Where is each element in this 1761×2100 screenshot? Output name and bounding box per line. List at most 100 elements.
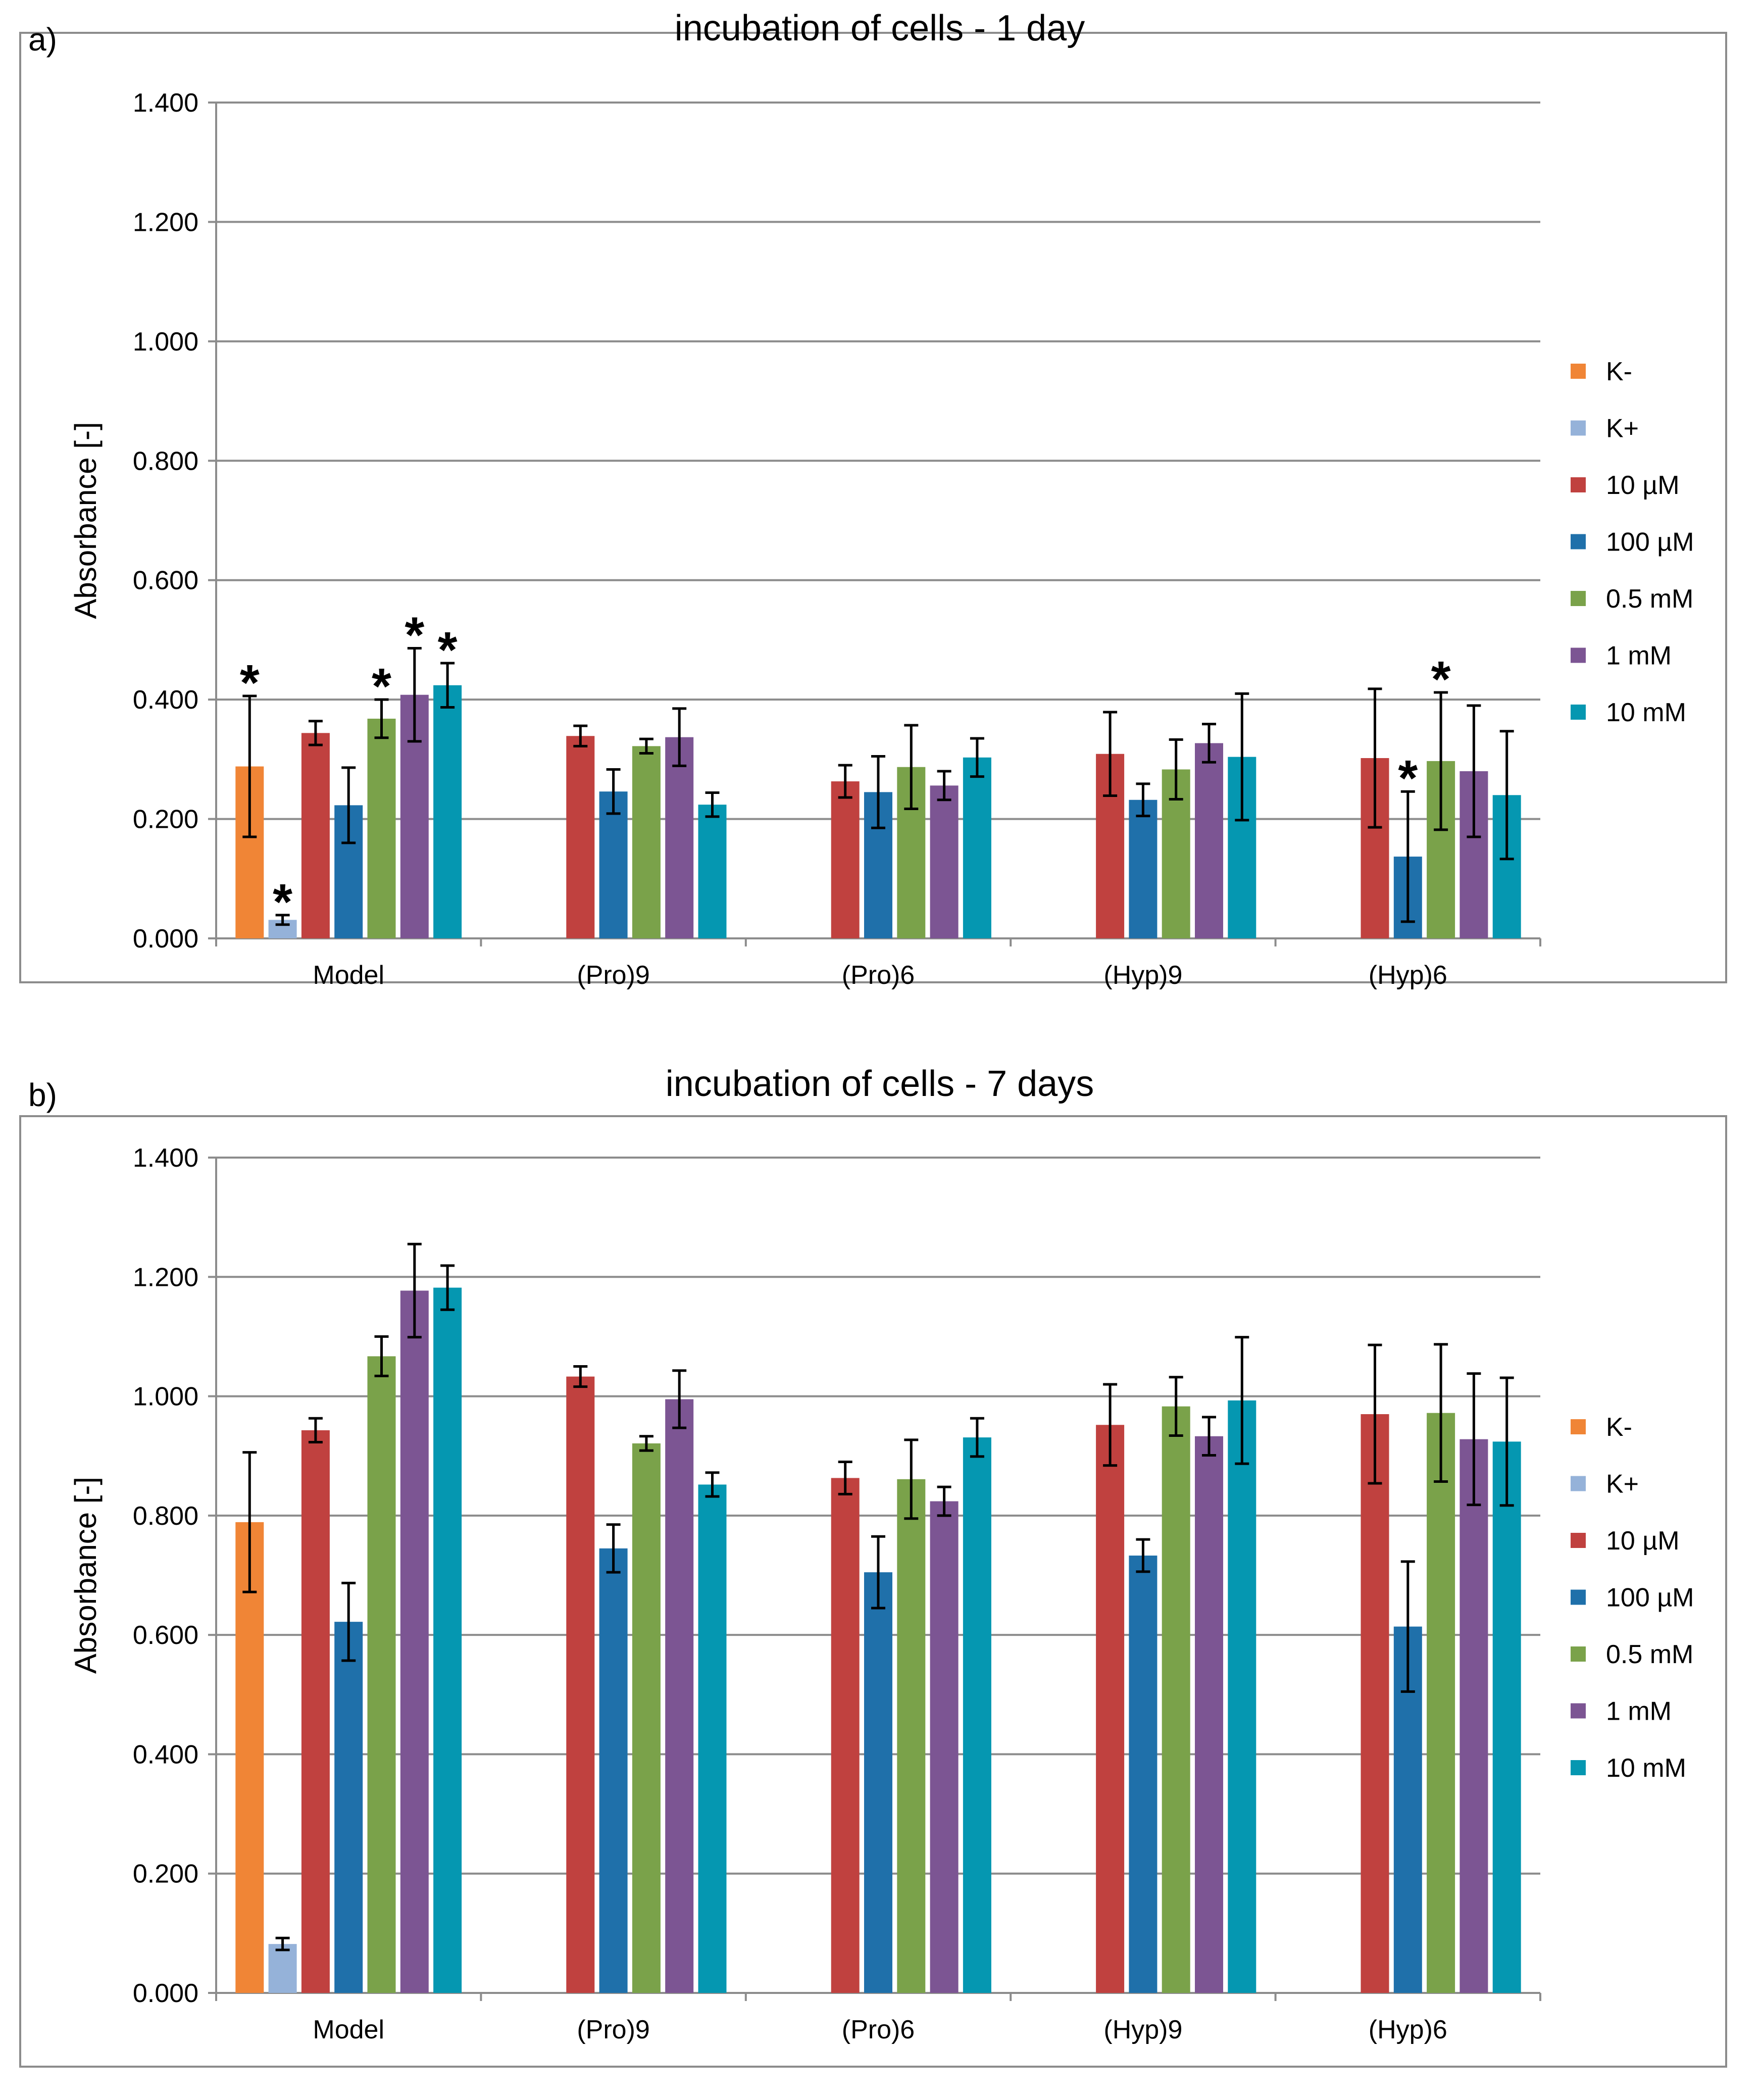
x-tick-label: (Pro)9	[577, 961, 649, 990]
bar-4	[864, 1572, 892, 1993]
bar-7	[698, 1484, 727, 1993]
bar-6	[1460, 1439, 1488, 1993]
bar-7	[1492, 1441, 1521, 1993]
x-tick-label: Model	[313, 961, 384, 990]
legend-swatch-7	[1571, 1760, 1586, 1775]
panel-label: a)	[28, 21, 57, 58]
bar-3	[1361, 1414, 1389, 1993]
bar-5	[632, 1443, 661, 1993]
bar-4	[1129, 1556, 1158, 1993]
y-axis-label: Absorbance [-]	[69, 1477, 103, 1674]
legend-swatch-6	[1571, 1703, 1586, 1719]
y-tick-label: 0.000	[133, 924, 198, 954]
bar-5	[367, 1356, 396, 1993]
legend-label-5: 0.5 mM	[1606, 584, 1693, 614]
bar-3	[566, 736, 595, 938]
chart-title: incubation of cells - 7 days	[666, 1064, 1094, 1104]
bar-7	[963, 757, 991, 938]
x-tick-label: (Hyp)9	[1103, 2015, 1182, 2044]
bar-4	[599, 791, 628, 938]
significance-marker: *	[438, 622, 458, 678]
significance-marker: *	[273, 874, 292, 930]
significance-marker: *	[240, 655, 260, 711]
bar-7	[1228, 1400, 1256, 1993]
x-tick-label: (Hyp)9	[1103, 961, 1182, 990]
legend-label-2: K+	[1606, 1470, 1639, 1499]
x-tick-label: (Pro)6	[842, 2015, 915, 2044]
bar-7	[433, 1287, 462, 1993]
bar-6	[930, 1501, 959, 1993]
legend-swatch-3	[1571, 477, 1586, 492]
bar-2	[268, 1944, 297, 1993]
legend-swatch-2	[1571, 1476, 1586, 1491]
bar-6	[1195, 1436, 1223, 1993]
legend-label-4: 100 µM	[1606, 1583, 1694, 1613]
y-tick-label: 1.400	[133, 1143, 198, 1173]
bar-5	[1427, 1413, 1455, 1993]
y-tick-label: 1.000	[133, 1382, 198, 1412]
panel-label: b)	[28, 1077, 57, 1113]
y-tick-label: 1.200	[133, 208, 198, 237]
y-tick-label: 0.600	[133, 1621, 198, 1650]
bar-4	[1129, 799, 1158, 938]
y-tick-label: 0.200	[133, 1860, 198, 1889]
legend-label-7: 10 mM	[1606, 1754, 1686, 1783]
legend-label-3: 10 µM	[1606, 1526, 1680, 1556]
y-tick-label: 1.000	[133, 327, 198, 357]
bar-3	[1096, 1425, 1125, 1993]
chart-title: incubation of cells - 1 day	[675, 8, 1085, 48]
y-tick-label: 0.200	[133, 805, 198, 834]
bar-6	[930, 785, 959, 938]
y-tick-label: 0.000	[133, 1979, 198, 2008]
bar-6	[665, 1399, 694, 1993]
bar-7	[433, 685, 462, 938]
legend-label-5: 0.5 mM	[1606, 1640, 1693, 1669]
chart-panel-1: a) incubation of cells - 1 day 0.000 0.200 0…	[19, 8, 1727, 990]
bar-7	[698, 805, 727, 938]
bar-5	[632, 746, 661, 938]
x-tick-label: (Hyp)6	[1369, 961, 1447, 990]
legend-swatch-5	[1571, 591, 1586, 606]
legend-swatch-4	[1571, 534, 1586, 549]
legend-swatch-1	[1571, 364, 1586, 379]
legend-swatch-4	[1571, 1589, 1586, 1605]
significance-marker: *	[405, 607, 424, 663]
legend-swatch-5	[1571, 1646, 1586, 1662]
bar-4	[334, 1622, 363, 1993]
bar-3	[301, 733, 330, 938]
bar-6	[400, 1290, 429, 1993]
legend-label-4: 100 µM	[1606, 528, 1694, 557]
legend-label-7: 10 mM	[1606, 698, 1686, 727]
bar-3	[566, 1376, 595, 1993]
bar-5	[367, 718, 396, 938]
y-tick-label: 0.400	[133, 1740, 198, 1769]
bar-6	[1195, 743, 1223, 938]
bar-1	[235, 1522, 264, 1993]
bar-4	[599, 1548, 628, 1993]
y-tick-label: 0.800	[133, 1502, 198, 1531]
legend-swatch-6	[1571, 647, 1586, 663]
legend-swatch-7	[1571, 705, 1586, 720]
bar-3	[831, 781, 860, 938]
y-tick-label: 0.600	[133, 566, 198, 595]
legend-label-6: 1 mM	[1606, 1697, 1672, 1726]
y-tick-label: 0.800	[133, 446, 198, 476]
x-tick-label: (Pro)9	[577, 2015, 649, 2044]
legend-label-1: K-	[1606, 1413, 1632, 1442]
x-tick-label: (Pro)6	[842, 961, 915, 990]
x-tick-label: (Hyp)6	[1369, 2015, 1447, 2044]
significance-marker: *	[1431, 651, 1451, 708]
legend-swatch-2	[1571, 420, 1586, 436]
bar-3	[831, 1478, 860, 1993]
legend-label-1: K-	[1606, 357, 1632, 386]
legend-label-6: 1 mM	[1606, 641, 1672, 671]
y-tick-label: 0.400	[133, 685, 198, 715]
bar-3	[301, 1430, 330, 1993]
bar-6	[665, 737, 694, 938]
legend-swatch-1	[1571, 1419, 1586, 1434]
bar-5	[897, 1479, 926, 1993]
x-tick-label: Model	[313, 2015, 384, 2044]
significance-marker: *	[372, 658, 391, 715]
legend-label-3: 10 µM	[1606, 471, 1680, 500]
